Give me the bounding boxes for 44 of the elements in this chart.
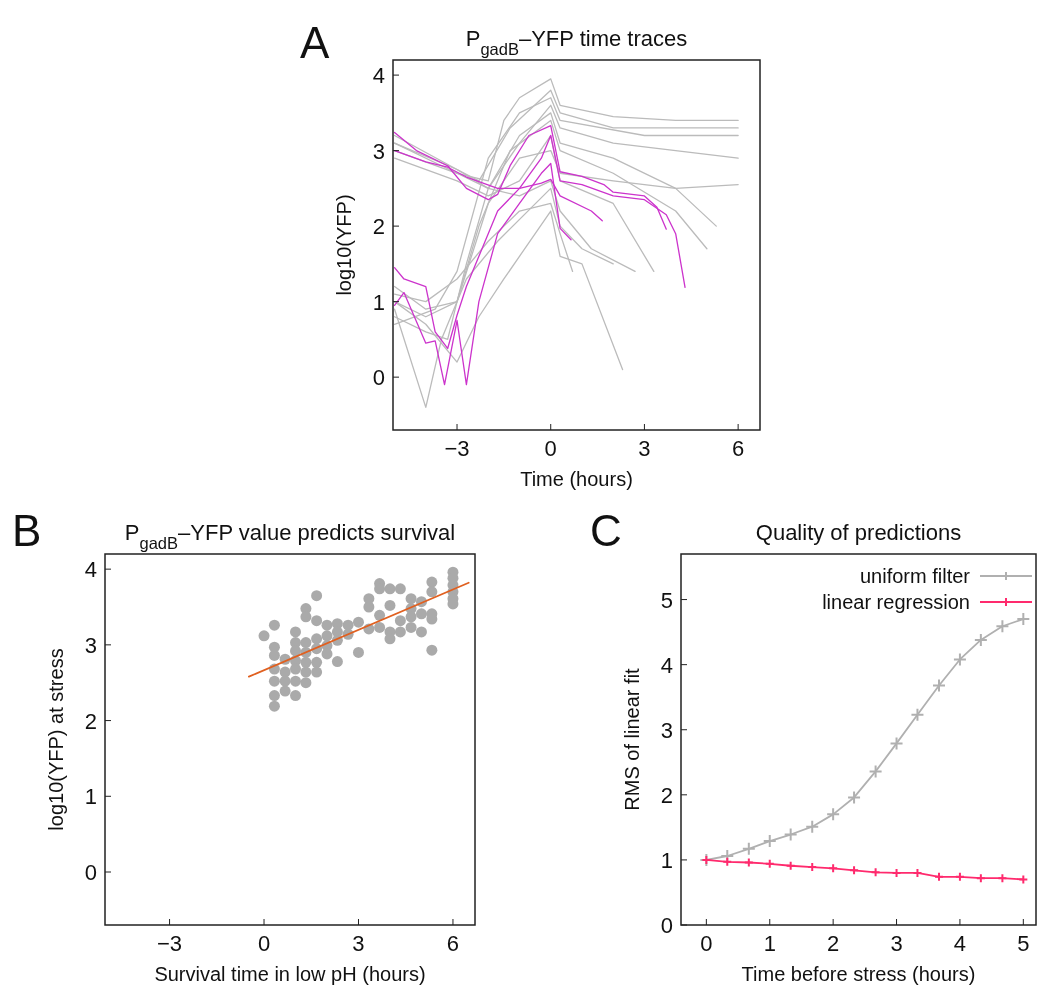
y-tick-label: 4	[372, 63, 385, 89]
x-tick-label: 0	[257, 931, 271, 956]
chart-title: P$_{gadB}$–YFP value predicts survival	[124, 520, 456, 552]
chart-title: P$_{gadB}$–YFP time traces	[465, 26, 688, 58]
x-axis-title: Time (hours)	[520, 468, 633, 490]
y-axis-title: log10(YFP) at stress	[45, 648, 67, 831]
x-tick-label: 5	[1017, 931, 1030, 956]
y-tick-label: 4	[84, 557, 97, 583]
y-tick-label: 1	[660, 847, 673, 873]
y-tick-label: 0	[372, 365, 385, 391]
x-tick-label: 2	[827, 931, 840, 956]
y-axis-title: log10(YFP)	[333, 194, 355, 296]
y-tick-label: 2	[84, 708, 97, 734]
y-tick-label: 1	[372, 289, 385, 315]
y-tick-label: 1	[84, 784, 97, 810]
x-tick-label: 0	[700, 931, 713, 956]
y-tick-label: 3	[84, 632, 97, 658]
y-tick-label: 0	[84, 860, 97, 885]
x-axis-title: Time before stress (hours)	[741, 963, 976, 985]
y-tick-label: 3	[660, 717, 673, 743]
y-tick-label: 5	[660, 587, 673, 613]
text: A	[300, 18, 330, 67]
x-tick-label: 3	[638, 436, 651, 461]
x-tick-label: 6	[446, 931, 460, 956]
x-axis-title: Survival time in low pH (hours)	[154, 963, 426, 985]
legend-label: linear regression	[822, 591, 970, 613]
y-tick-label: 4	[660, 652, 673, 678]
x-tick-label: 3	[890, 931, 903, 956]
x-tick-label: 1	[763, 931, 776, 956]
x-tick-label: 4	[953, 931, 967, 956]
text: C	[590, 506, 622, 555]
x-tick-label: 3	[352, 931, 365, 956]
x-tick-label: 6	[732, 436, 745, 461]
y-tick-label: 2	[660, 782, 673, 808]
text: B	[12, 506, 42, 555]
y-axis-title: RMS of linear fit	[621, 667, 643, 811]
y-tick-label: 2	[372, 214, 385, 240]
y-tick-label: 0	[660, 913, 673, 938]
x-tick-label: 0	[544, 436, 557, 461]
x-tick-label: −3	[444, 436, 470, 461]
x-tick-label: −3	[157, 931, 183, 956]
y-tick-label: 3	[372, 138, 385, 164]
chart-title: Quality of predictions	[755, 520, 962, 545]
legend-label: uniform filter	[859, 565, 971, 587]
